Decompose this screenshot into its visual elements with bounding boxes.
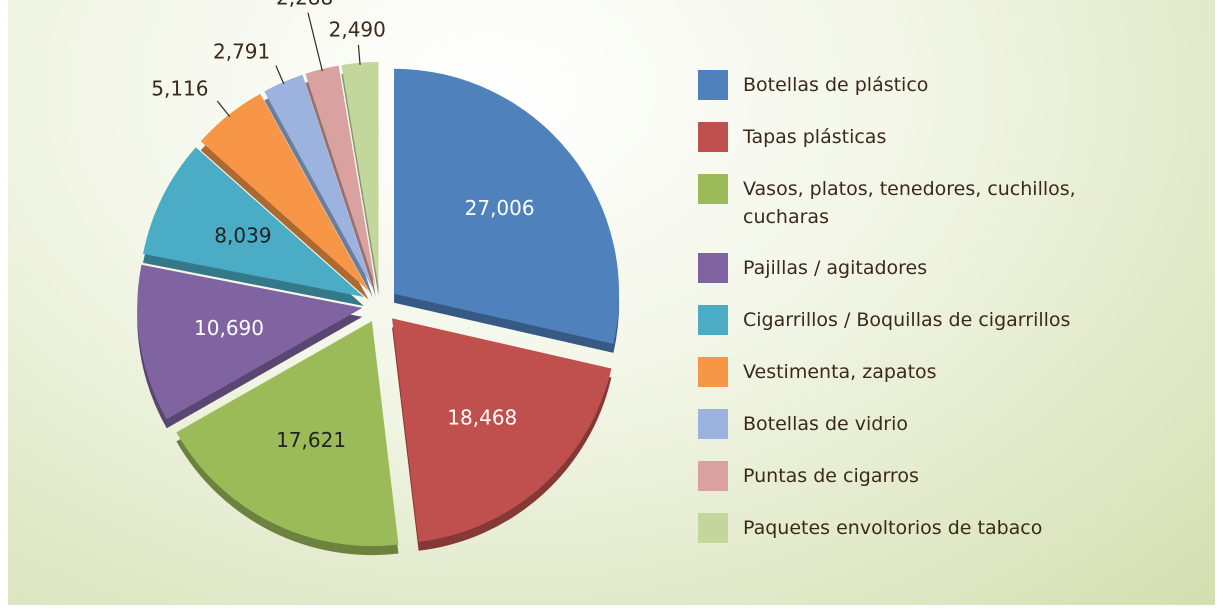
slice: [137, 264, 363, 420]
legend-item: Tapas plásticas: [698, 122, 1103, 152]
legend-item: Vasos, platos, tenedores, cuchillos, cuc…: [698, 174, 1103, 231]
legend-item: Botellas de vidrio: [698, 409, 1103, 439]
legend-label: Puntas de cigarros: [743, 465, 919, 487]
chart: 27,006 18,468 17,621 10,690 8,039 5,116 2,791 2…: [8, 0, 1215, 605]
legend-swatch: [698, 513, 728, 543]
slice: [392, 318, 612, 542]
slice-side: [305, 74, 376, 297]
slice: [200, 93, 369, 291]
legend-label: Pajillas / agitadores: [743, 257, 928, 279]
slice: [176, 321, 399, 547]
data-label: 2,791: [213, 39, 270, 63]
legend-swatch: [698, 357, 728, 387]
data-label: 5,116: [151, 77, 208, 101]
legend-item: Puntas de cigarros: [698, 461, 1103, 491]
slice: [341, 62, 379, 288]
legend-item: Paquetes envoltorios de tabaco: [698, 513, 1103, 543]
data-label: 27,006: [465, 196, 535, 220]
leader-line: [357, 44, 361, 65]
data-label: 8,039: [214, 224, 271, 248]
legend-swatch: [698, 174, 728, 204]
data-label: 10,690: [194, 316, 264, 340]
legend-label: Vasos, platos, tenedores, cuchillos, cuc…: [743, 178, 1076, 228]
leader-line: [216, 100, 231, 117]
legend-swatch: [698, 409, 728, 439]
slice: [143, 147, 364, 298]
legend-label: Botellas de plástico: [743, 74, 929, 96]
leader-line: [307, 12, 323, 72]
legend-swatch: [698, 461, 728, 491]
data-label: 2,288: [276, 0, 333, 10]
legend-swatch: [698, 305, 728, 335]
slice: [264, 74, 373, 289]
legend-label: Cigarrillos / Boquillas de cigarrillos: [743, 309, 1071, 331]
slice: [305, 65, 376, 288]
legend-label: Botellas de vidrio: [743, 413, 909, 435]
legend-item: Cigarrillos / Boquillas de cigarrillos: [698, 305, 1103, 335]
legend-swatch: [698, 70, 728, 100]
legend-item: Vestimenta, zapatos: [698, 357, 1103, 387]
legend-swatch: [698, 122, 728, 152]
data-label: 2,490: [329, 17, 386, 41]
data-label: 17,621: [276, 428, 346, 452]
legend-item: Pajillas / agitadores: [698, 253, 1103, 283]
legend-item: Botellas de plástico: [698, 70, 1103, 100]
leader-line: [275, 65, 285, 85]
legend-label: Vestimenta, zapatos: [743, 361, 937, 383]
legend-swatch: [698, 253, 728, 283]
legend-label: Tapas plásticas: [743, 126, 887, 148]
legend: Botellas de plástico Tapas plásticas Vasos…: [698, 70, 1103, 543]
slice: [394, 68, 620, 344]
data-label: 18,468: [447, 405, 517, 429]
legend-label: Paquetes envoltorios de tabaco: [743, 517, 1043, 539]
